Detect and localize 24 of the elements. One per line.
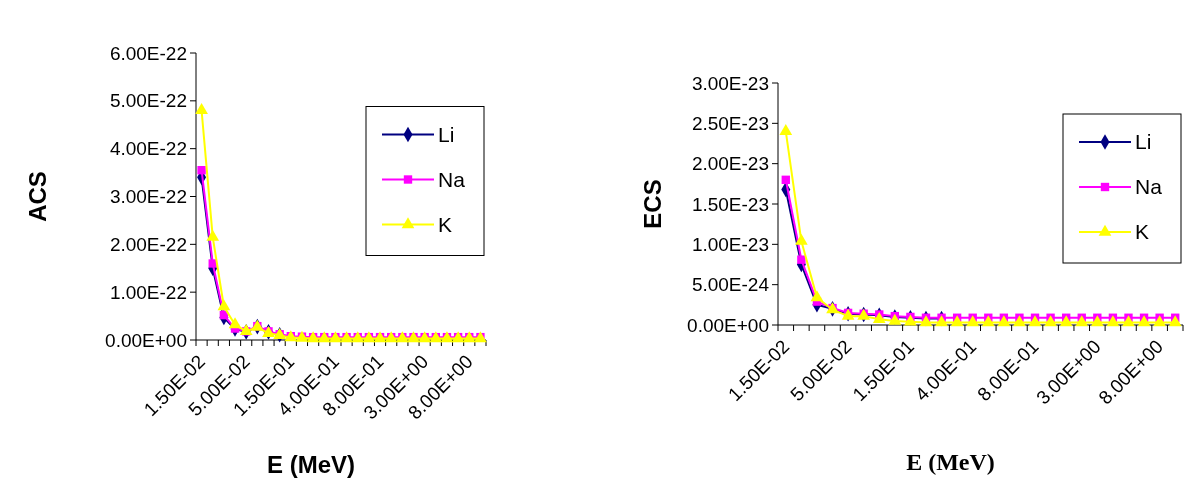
legend-label: Na bbox=[438, 167, 466, 191]
y-tick-label: 1.00E-22 bbox=[109, 281, 187, 303]
legend-label: Li bbox=[1135, 130, 1152, 154]
legend-label: K bbox=[438, 212, 453, 236]
y-tick-label: 4.00E-22 bbox=[109, 138, 187, 160]
y-axis-title: ECS bbox=[639, 179, 667, 229]
y-tick-label: 0.00E+00 bbox=[105, 329, 187, 351]
y-tick-label: 2.00E-23 bbox=[691, 153, 769, 175]
x-axis-title: E (MeV) bbox=[906, 449, 995, 475]
legend-label: Na bbox=[1135, 175, 1163, 199]
y-tick-label: 3.00E-23 bbox=[691, 72, 769, 94]
y-tick-label: 6.00E-22 bbox=[109, 42, 187, 64]
y-tick-label: 5.00E-22 bbox=[109, 90, 187, 112]
y-tick-label: 1.00E-23 bbox=[691, 233, 769, 255]
y-tick-label: 1.50E-23 bbox=[691, 193, 769, 215]
y-tick-label: 3.00E-22 bbox=[109, 186, 187, 208]
y-axis-title: ACS bbox=[24, 171, 52, 222]
y-tick-label: 2.00E-22 bbox=[109, 233, 187, 255]
y-tick-label: 0.00E+00 bbox=[687, 314, 769, 336]
legend-label: Li bbox=[438, 122, 455, 146]
y-tick-label: 5.00E-24 bbox=[691, 274, 770, 296]
x-axis-title: E (MeV) bbox=[266, 451, 356, 478]
legend-label: K bbox=[1135, 220, 1150, 244]
y-tick-label: 2.50E-23 bbox=[691, 112, 769, 134]
